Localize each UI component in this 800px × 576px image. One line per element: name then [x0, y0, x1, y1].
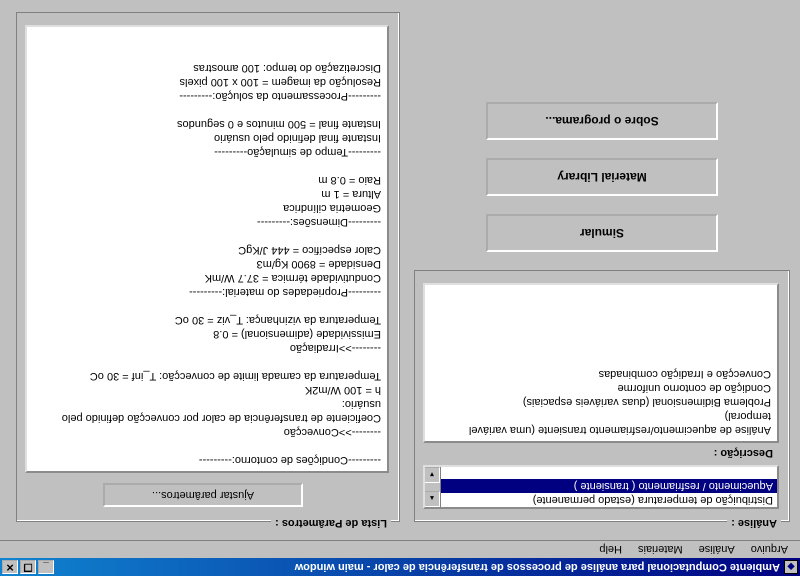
- descricao-line: Convecção e Irradição combinadas: [431, 367, 771, 381]
- group-analise-label: Análise :: [727, 517, 781, 529]
- group-analise: Análise : Distribuição de temperatura (e…: [414, 270, 790, 522]
- minimize-button[interactable]: _: [38, 560, 54, 574]
- client-area: Análise : Distribuição de temperatura (e…: [0, 0, 800, 540]
- menu-arquivo[interactable]: Arquivo: [743, 544, 796, 556]
- scroll-down-icon[interactable]: ▾: [424, 467, 440, 483]
- simular-button[interactable]: Simular: [486, 214, 718, 252]
- group-lista-parametros: Lista de Parâmetros : Ajustar parâmetros…: [16, 12, 400, 522]
- titlebar: ◆ Ambiente Computacional para análise de…: [0, 558, 800, 576]
- material-label: Material Library: [557, 170, 646, 184]
- descricao-label: Descrição :: [714, 447, 773, 459]
- menubar: Arquivo Análise Materiais Help: [0, 540, 800, 558]
- descricao-line: Condição de contorno uniforme: [431, 381, 771, 395]
- sobre-button[interactable]: Sobre o programa...: [486, 102, 718, 140]
- menu-materiais[interactable]: Materiais: [630, 544, 691, 556]
- maximize-button[interactable]: ❐: [20, 560, 36, 574]
- menu-help[interactable]: Help: [591, 544, 630, 556]
- window-title: Ambiente Computacional para análise de p…: [56, 561, 780, 573]
- list-item[interactable]: Aquecimento / resfriamento ( transiente …: [425, 479, 777, 493]
- app-icon: ◆: [784, 560, 798, 574]
- descricao-line: Problema Bidimensional (duas variáveis e…: [431, 395, 771, 409]
- ajustar-parametros-button[interactable]: Ajustar parâmetros...: [103, 483, 303, 507]
- analise-listbox[interactable]: Distribuição de temperatura (estado perm…: [423, 465, 779, 509]
- material-library-button[interactable]: Material Library: [486, 158, 718, 196]
- list-item[interactable]: Distribuição de temperatura (estado perm…: [425, 493, 777, 507]
- group-lista-label: Lista de Parâmetros :: [271, 517, 391, 529]
- sobre-label: Sobre o programa...: [545, 114, 658, 128]
- simular-label: Simular: [580, 226, 624, 240]
- descricao-box: Análise de aquecimento/resfriamento tran…: [423, 283, 779, 443]
- parametros-textarea: ---------Condições de contorno:---------…: [25, 25, 389, 473]
- ajustar-label: Ajustar parâmetros...: [152, 489, 254, 501]
- menu-analise[interactable]: Análise: [691, 544, 743, 556]
- descricao-line: Análise de aquecimento/resfriamento tran…: [431, 409, 771, 437]
- close-button[interactable]: ✕: [2, 560, 18, 574]
- scroll-up-icon[interactable]: ▴: [424, 491, 440, 507]
- listbox-scrollbar[interactable]: ▴ ▾: [425, 467, 441, 507]
